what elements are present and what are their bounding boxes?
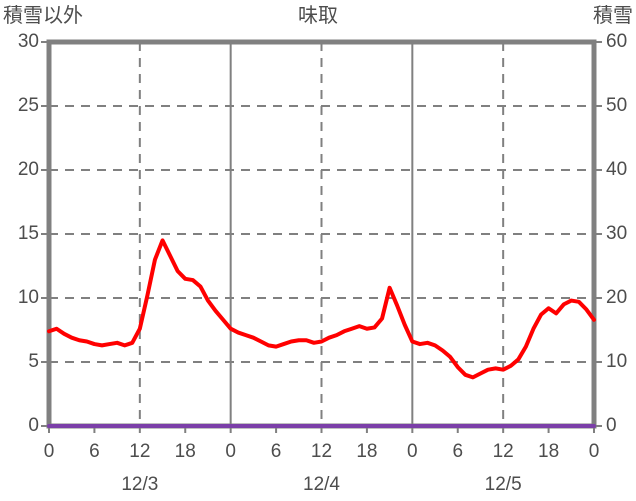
y-tick-right-50: 50: [606, 95, 628, 116]
x-tick-8: 0: [407, 441, 418, 462]
y-tick-left-15: 15: [17, 223, 39, 244]
x-tick-2: 12: [129, 441, 151, 462]
x-tick-3: 18: [174, 441, 196, 462]
series-layer: [47, 238, 596, 428]
y-tick-right-0: 0: [606, 415, 617, 436]
x-tick-10: 12: [492, 441, 514, 462]
x-tick-12: 0: [588, 441, 600, 462]
chart-title: 味取: [298, 5, 338, 27]
y-tick-right-20: 20: [606, 287, 628, 308]
x-tick-9: 6: [452, 441, 464, 462]
y-tick-right-40: 40: [606, 159, 628, 180]
right-axis-title: 積雪: [593, 5, 633, 27]
left-axis-title: 積雪以外: [3, 5, 83, 27]
grid-layer: [49, 42, 594, 426]
y-tick-left-30: 30: [17, 31, 39, 52]
y-tick-left-0: 0: [28, 415, 39, 436]
x-tick-4: 0: [225, 441, 236, 462]
x-tick-1: 6: [89, 441, 100, 462]
series-line-other: [47, 238, 596, 380]
y-tick-left-20: 20: [17, 159, 39, 180]
x-tick-5: 6: [270, 441, 282, 462]
y-tick-right-60: 60: [606, 31, 628, 52]
y-tick-right-30: 30: [606, 223, 628, 244]
y-tick-left-25: 25: [17, 95, 39, 116]
x-day-label-12-5: 12/5: [484, 474, 522, 495]
x-tick-6: 12: [310, 441, 333, 462]
x-day-label-12-4: 12/4: [303, 474, 340, 495]
x-tick-7: 18: [356, 441, 378, 462]
y-tick-right-10: 10: [606, 351, 628, 372]
x-tick-11: 18: [538, 441, 560, 462]
x-day-label-12-3: 12/3: [121, 474, 159, 495]
y-tick-left-5: 5: [28, 351, 39, 372]
y-tick-left-10: 10: [17, 287, 39, 308]
x-tick-0: 0: [43, 441, 55, 462]
